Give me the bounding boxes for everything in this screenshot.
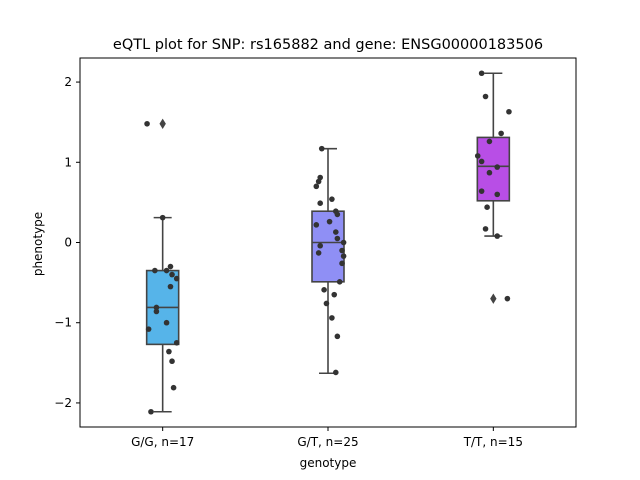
data-point (504, 295, 511, 302)
data-point (336, 279, 343, 285)
data-point (329, 196, 335, 202)
data-point (173, 275, 180, 282)
data-point (486, 138, 493, 145)
data-point (313, 222, 320, 228)
data-point (494, 233, 501, 239)
data-point (323, 300, 330, 307)
data-point (313, 183, 320, 190)
y-tick-label: −2 (54, 396, 72, 410)
data-point (333, 369, 339, 376)
outlier-marker (490, 293, 497, 304)
data-point (339, 247, 345, 254)
data-point (486, 169, 493, 176)
data-point (482, 93, 489, 100)
data-point (340, 239, 347, 246)
data-point (167, 283, 174, 290)
x-tick-label: G/T, n=25 (297, 435, 358, 449)
data-point (334, 333, 341, 340)
data-point (317, 242, 324, 249)
data-point (494, 191, 501, 198)
y-tick-label: 0 (64, 236, 72, 250)
data-point (153, 304, 160, 311)
data-point (484, 204, 490, 211)
x-tick-label: G/G, n=17 (131, 435, 194, 449)
data-point (482, 226, 489, 232)
data-point (152, 267, 158, 274)
y-tick-label: 1 (64, 155, 72, 169)
data-point (340, 253, 347, 259)
x-tick-label: T/T, n=15 (463, 435, 523, 449)
axes: −2 −1 0 1 2 G/G, n=17 G/T, n=25 T/T, n=15 (54, 57, 577, 449)
data-point (315, 250, 322, 256)
data-point (494, 164, 501, 170)
y-axis-label: phenotype (31, 212, 45, 276)
data-point (339, 260, 345, 267)
y-tick-label: −1 (54, 316, 72, 330)
data-point (153, 308, 160, 315)
data-point (474, 153, 481, 159)
data-point (148, 408, 154, 415)
data-point (144, 120, 150, 127)
points-group-1 (144, 120, 180, 415)
data-point (478, 70, 485, 77)
data-point (321, 287, 327, 293)
data-point (167, 263, 174, 270)
data-point (333, 229, 339, 235)
data-point (334, 235, 341, 242)
data-point (315, 178, 322, 185)
outlier-marker (159, 118, 166, 129)
points-group-2 (313, 145, 347, 376)
data-point (326, 218, 333, 225)
data-point (145, 326, 152, 332)
data-point (170, 384, 177, 391)
data-point (329, 315, 335, 321)
x-axis-label: genotype (300, 456, 357, 470)
data-point (331, 291, 338, 298)
plot-area (144, 70, 512, 415)
data-point (506, 108, 512, 115)
data-point (318, 145, 325, 152)
points-group-3 (474, 70, 512, 302)
data-point (163, 267, 170, 274)
y-tick-label: 2 (64, 75, 72, 89)
data-point (173, 339, 180, 346)
data-point (498, 130, 504, 137)
data-point (159, 214, 166, 221)
data-point (169, 358, 175, 365)
data-point (334, 211, 341, 218)
data-point (478, 158, 485, 165)
data-point (317, 200, 324, 206)
box-group-1 (145, 118, 180, 413)
data-point (478, 188, 485, 194)
data-point (169, 271, 175, 278)
data-point (163, 319, 170, 326)
chart-title: eQTL plot for SNP: rs165882 and gene: EN… (113, 37, 543, 53)
data-point (166, 348, 172, 355)
